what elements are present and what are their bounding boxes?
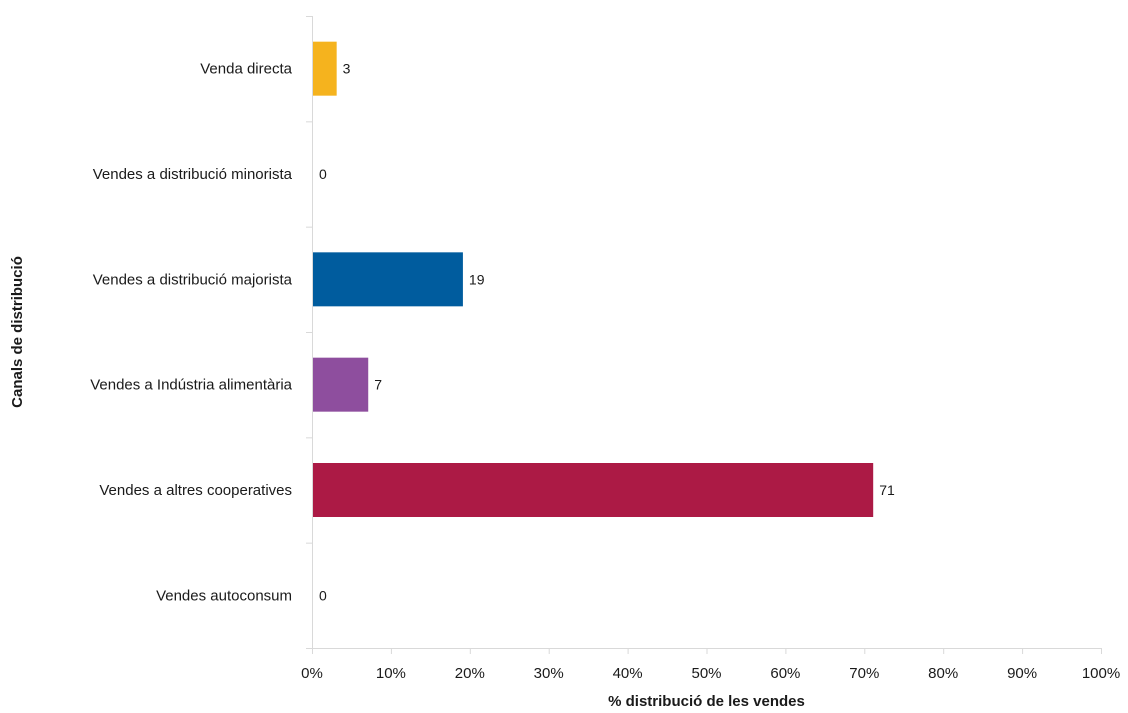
data-label: 0 (319, 587, 327, 603)
data-label: 3 (343, 61, 351, 77)
x-tick-label: 60% (770, 665, 800, 682)
data-label: 19 (469, 271, 485, 287)
x-axis-title: % distribució de les vendes (608, 693, 805, 710)
x-tick-label: 100% (1082, 665, 1120, 682)
bar (313, 463, 874, 517)
x-tick-label: 70% (849, 665, 879, 682)
x-tick-label: 90% (1007, 665, 1037, 682)
y-axis: Venda directa Vendes a distribució minori… (90, 16, 313, 649)
bar (313, 41, 337, 96)
y-axis-title: Canals de distribució (9, 256, 26, 408)
y-tick-label: Venda directa (200, 61, 292, 78)
y-tick-label: Vendes a Indústria alimentària (90, 377, 292, 394)
y-tick-label: Vendes autoconsum (156, 587, 292, 604)
x-tick-label: 80% (928, 665, 958, 682)
data-label: 7 (374, 377, 382, 393)
y-tick-label: Vendes a altres cooperatives (99, 482, 292, 499)
bar (313, 357, 369, 412)
x-axis: 0% 10% 20% 30% 40% 50% 60% 70% 80% 90% 100% (301, 648, 1120, 682)
data-label: 0 (319, 166, 327, 182)
x-tick-label: 20% (455, 665, 485, 682)
bars (313, 41, 874, 517)
bar (313, 252, 463, 307)
y-tick-label: Vendes a distribució majorista (93, 271, 293, 288)
value-labels: 3 0 19 7 71 0 (319, 61, 895, 604)
x-tick-label: 30% (534, 665, 564, 682)
x-tick-label: 0% (301, 665, 323, 682)
x-tick-label: 10% (376, 665, 406, 682)
x-tick-label: 40% (613, 665, 643, 682)
x-tick-label: 50% (691, 665, 721, 682)
data-label: 71 (879, 482, 895, 498)
y-tick-label: Vendes a distribució minorista (93, 166, 293, 183)
